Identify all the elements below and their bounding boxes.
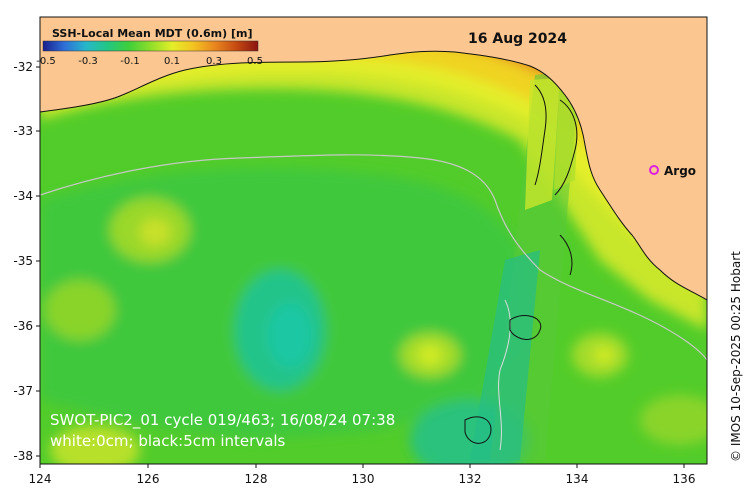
colorbar-tick: -0.1 <box>120 56 140 67</box>
y-tick-label: -35 <box>13 254 33 268</box>
colorbar-tick: -0.3 <box>78 56 98 67</box>
x-tick-label: 124 <box>29 472 52 486</box>
contour-interval-info: white:0cm; black:5cm intervals <box>50 432 286 450</box>
x-tick-label: 130 <box>352 472 375 486</box>
y-tick-label: -38 <box>13 449 33 463</box>
map-date: 16 Aug 2024 <box>468 31 567 47</box>
argo-marker-icon <box>649 165 659 175</box>
x-tick-label: 128 <box>245 472 268 486</box>
colorbar-gradient <box>42 40 259 52</box>
y-tick-label: -32 <box>13 60 33 74</box>
y-tick-label: -33 <box>13 124 33 138</box>
colorbar: SSH-Local Mean MDT (0.6m) [m] -0.5 -0.3 … <box>36 27 263 67</box>
colorbar-tick: 0.5 <box>247 56 263 67</box>
colorbar-tick: 0.1 <box>164 56 180 67</box>
x-tick-label: 134 <box>566 472 589 486</box>
x-tick-label: 132 <box>459 472 482 486</box>
plot-frame <box>39 16 708 465</box>
x-tick-label: 136 <box>673 472 696 486</box>
x-tick-label: 126 <box>137 472 160 486</box>
colorbar-title: SSH-Local Mean MDT (0.6m) [m] <box>52 27 252 40</box>
colorbar-tick: -0.5 <box>36 56 56 67</box>
y-tick-label: -36 <box>13 319 33 333</box>
y-tick-label: -34 <box>13 189 33 203</box>
imos-credit: © IMOS 10-Sep-2025 00:25 Hobart <box>729 251 743 462</box>
contours <box>40 84 707 451</box>
map-field <box>40 17 707 464</box>
x-axis: 124 126 128 130 132 134 136 <box>29 464 696 486</box>
swot-cycle-info: SWOT-PIC2_01 cycle 019/463; 16/08/24 07:… <box>50 411 395 430</box>
y-axis: -32 -33 -34 -35 -36 -37 -38 <box>13 60 40 463</box>
colorbar-tick: 0.3 <box>206 56 222 67</box>
argo-legend: Argo <box>649 164 696 178</box>
argo-label: Argo <box>664 164 696 178</box>
y-tick-label: -37 <box>13 384 33 398</box>
